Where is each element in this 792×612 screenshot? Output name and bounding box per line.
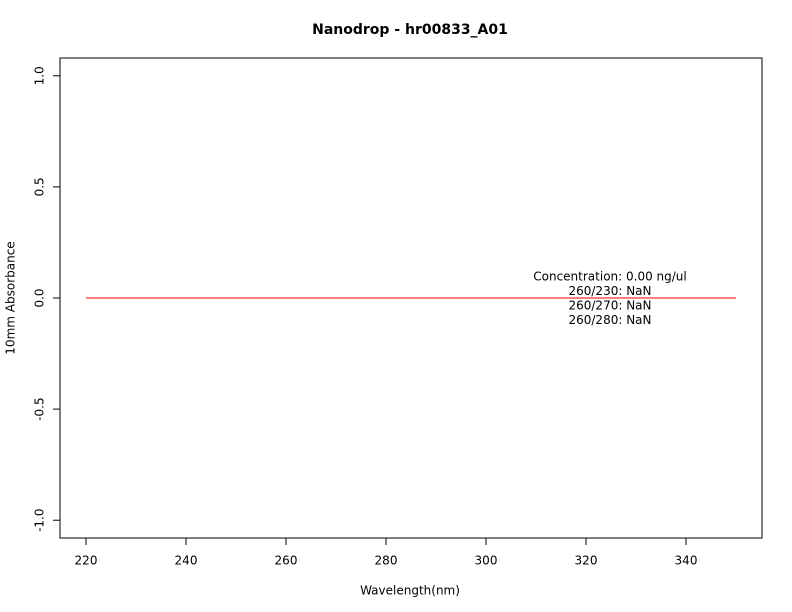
x-tick-label: 300 (475, 554, 498, 568)
x-tick-label: 280 (375, 554, 398, 568)
y-axis-label: 10mm Absorbance (4, 241, 18, 354)
annotation: 260/280: NaN (568, 313, 651, 327)
y-tick-label: -1.0 (33, 509, 47, 532)
x-tick-label: 220 (75, 554, 98, 568)
x-tick-label: 260 (275, 554, 298, 568)
chart-title: Nanodrop - hr00833_A01 (312, 22, 508, 38)
x-tick-label: 240 (175, 554, 198, 568)
x-tick-label: 320 (575, 554, 598, 568)
annotation: 260/270: NaN (568, 299, 651, 313)
annotation: 260/230: NaN (568, 284, 651, 298)
annotation: Concentration: 0.00 ng/ul (533, 270, 687, 284)
x-tick-label: 340 (675, 554, 698, 568)
y-tick-label: 0.0 (33, 288, 47, 307)
x-axis-label: Wavelength(nm) (360, 584, 460, 598)
y-tick-label: 0.5 (33, 177, 47, 196)
y-tick-label: 1.0 (33, 66, 47, 85)
y-tick-label: -0.5 (33, 397, 47, 420)
